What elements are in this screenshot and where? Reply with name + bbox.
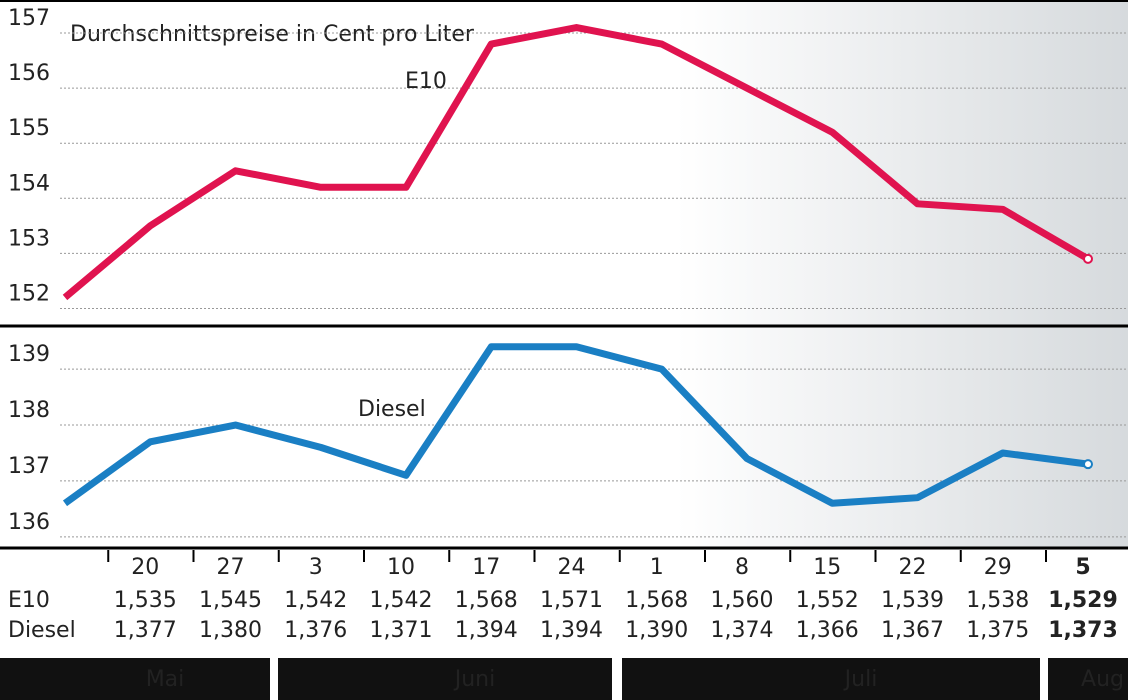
y-tick-label: 152	[8, 281, 50, 306]
value-label: 1,375	[966, 618, 1029, 643]
end-point	[1084, 460, 1092, 468]
month-band	[622, 658, 1040, 700]
chart-title: Durchschnittspreise in Cent pro Liter	[70, 22, 475, 47]
value-label: 1,552	[796, 588, 859, 613]
y-tick-label: 156	[8, 61, 50, 86]
x-tick-label: 17	[472, 555, 500, 580]
value-label: 1,571	[540, 588, 603, 613]
month-band	[0, 658, 270, 700]
end-point	[1084, 255, 1092, 263]
value-label: 1,568	[455, 588, 518, 613]
value-label: 1,542	[370, 588, 433, 613]
value-label: 1,394	[455, 618, 518, 643]
value-label: 1,568	[625, 588, 688, 613]
x-tick-label: 22	[899, 555, 927, 580]
series-annotation: Diesel	[358, 397, 426, 422]
value-label: 1,373	[1048, 618, 1118, 643]
series-annotation: E10	[405, 69, 447, 94]
row-label: E10	[8, 588, 50, 613]
x-tick-label: 29	[984, 555, 1012, 580]
month-label: Juni	[453, 667, 496, 692]
y-tick-label: 138	[8, 398, 50, 423]
value-label: 1,539	[881, 588, 944, 613]
x-tick-label: 8	[735, 555, 749, 580]
value-label: 1,560	[711, 588, 774, 613]
y-tick-label: 136	[8, 510, 50, 535]
value-label: 1,394	[540, 618, 603, 643]
x-tick-label: 5	[1075, 555, 1090, 580]
chart: Durchschnittspreise in Cent pro Liter 15…	[0, 0, 1128, 700]
x-tick-label: 15	[813, 555, 841, 580]
value-label: 1,380	[199, 618, 262, 643]
month-label: Aug	[1081, 667, 1124, 692]
month-band	[278, 658, 612, 700]
value-label: 1,366	[796, 618, 859, 643]
x-tick-label: 27	[217, 555, 245, 580]
value-label: 1,371	[370, 618, 433, 643]
x-tick-label: 24	[558, 555, 586, 580]
value-label: 1,374	[711, 618, 774, 643]
background	[0, 0, 1128, 548]
y-tick-label: 139	[8, 342, 50, 367]
x-tick-label: 20	[131, 555, 159, 580]
y-tick-label: 154	[8, 171, 50, 196]
value-label: 1,538	[966, 588, 1029, 613]
x-tick-label: 10	[387, 555, 415, 580]
x-tick-label: 3	[309, 555, 323, 580]
y-tick-label: 153	[8, 226, 50, 251]
y-tick-label: 157	[8, 6, 50, 31]
x-tick-label: 1	[650, 555, 664, 580]
value-label: 1,535	[114, 588, 177, 613]
month-label: Mai	[146, 667, 185, 692]
value-label: 1,545	[199, 588, 262, 613]
value-label: 1,367	[881, 618, 944, 643]
value-label: 1,390	[625, 618, 688, 643]
value-label: 1,542	[284, 588, 347, 613]
y-tick-label: 155	[8, 116, 50, 141]
month-label: Juli	[843, 667, 878, 692]
value-label: 1,377	[114, 618, 177, 643]
row-label: Diesel	[8, 618, 76, 643]
value-label: 1,376	[284, 618, 347, 643]
value-label: 1,529	[1048, 588, 1118, 613]
y-tick-label: 137	[8, 454, 50, 479]
